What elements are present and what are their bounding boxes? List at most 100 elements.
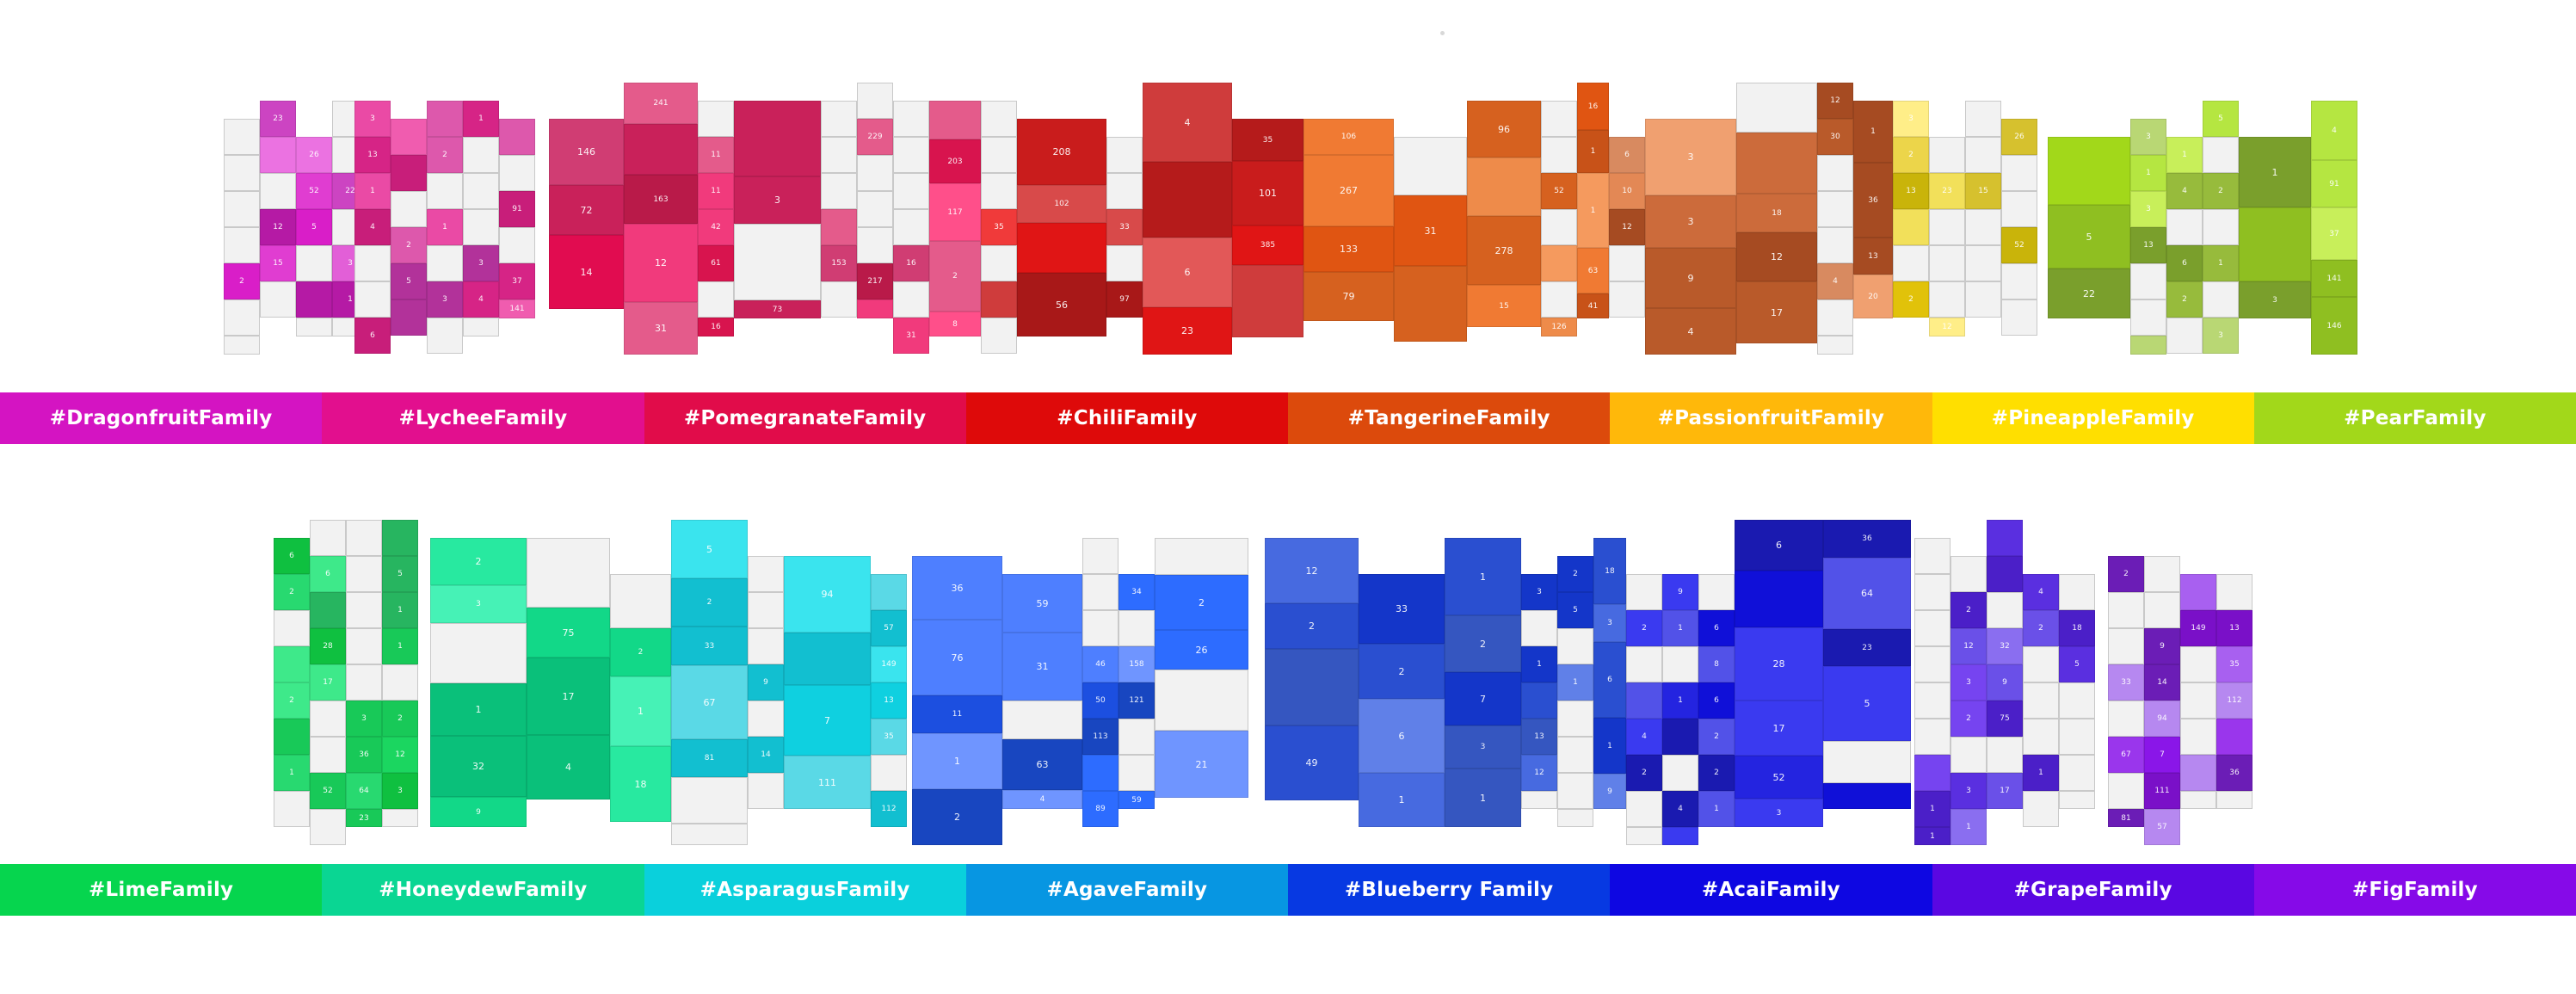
lime-member-tile: 52	[310, 773, 346, 809]
blueberry-member-tile: 1	[1445, 769, 1521, 827]
tag-asparagus-family[interactable]: #AsparagusFamily	[644, 864, 966, 916]
pear-empty-slot	[2130, 263, 2166, 299]
asparagus-empty-slot	[748, 592, 784, 628]
acai-empty-slot	[1823, 741, 1911, 783]
asparagus-member-tile	[871, 574, 907, 610]
chili-member-tile	[981, 281, 1017, 318]
chili-member-tile	[1232, 265, 1303, 337]
tag-tangerine-family[interactable]: #TangerineFamily	[1288, 392, 1611, 444]
fig-member-tile: 33	[2108, 664, 2144, 701]
tag-chili-family[interactable]: #ChiliFamily	[965, 392, 1288, 444]
pear-member-tile: 5	[2203, 101, 2239, 137]
blueberry-member-tile: 3	[1521, 574, 1557, 610]
agave-empty-slot	[1082, 574, 1119, 610]
blueberry-member-tile: 5	[1557, 592, 1593, 628]
dragonfruit-member-tile: 52	[296, 173, 332, 209]
acai-empty-slot	[1698, 574, 1735, 610]
grape-empty-slot	[2059, 682, 2095, 719]
acai-member-tile	[1626, 682, 1662, 719]
grape-member-tile: 1	[1950, 809, 1987, 845]
pear-member-tile: 2	[2203, 173, 2239, 209]
lime-empty-slot	[346, 664, 382, 701]
pineapple-member-tile: 26	[2001, 119, 2037, 155]
chili-member-tile	[1143, 162, 1232, 238]
honeydew-member-tile: 18	[610, 746, 671, 822]
tag-pineapple-family[interactable]: #PineappleFamily	[1932, 392, 2254, 444]
blueberry-empty-slot	[1521, 610, 1557, 646]
agave-member-tile: 21	[1155, 731, 1248, 798]
blueberry-member-tile: 1	[1521, 646, 1557, 682]
acai-member-tile: 4	[1662, 791, 1698, 827]
tag-lychee-family[interactable]: #LycheeFamily	[322, 392, 644, 444]
honeydew-member-tile: 3	[430, 585, 527, 623]
tag-lime-family[interactable]: #LimeFamily	[0, 864, 323, 916]
tag-agave-family[interactable]: #AgaveFamily	[965, 864, 1288, 916]
acai-empty-slot	[1662, 755, 1698, 791]
fig-empty-slot	[2108, 701, 2144, 737]
dragonfruit-member-tile	[296, 281, 332, 318]
tag-honeydew-family[interactable]: #HoneydewFamily	[322, 864, 644, 916]
pomegranate-member-tile: 12	[624, 224, 698, 302]
blueberry-member-tile: 1	[1445, 538, 1521, 615]
grape-member-tile: 32	[1987, 628, 2023, 664]
chili-member-tile: 385	[1232, 225, 1303, 265]
fig-empty-slot	[2108, 773, 2144, 809]
acai-member-tile: 6	[1735, 520, 1823, 571]
pear-empty-slot	[2166, 318, 2203, 354]
bottom-family-banner: #LimeFamily #HoneydewFamily #AsparagusFa…	[0, 864, 2576, 916]
tag-grape-family[interactable]: #GrapeFamily	[1932, 864, 2254, 916]
grape-member-tile	[1987, 520, 2023, 556]
tag-passionfruit-family[interactable]: #PassionfruitFamily	[1610, 392, 1932, 444]
asparagus-empty-slot	[748, 556, 784, 592]
fig-member-tile: 57	[2144, 809, 2180, 845]
blueberry-empty-slot	[1557, 628, 1593, 664]
pineapple-empty-slot	[1929, 245, 1965, 281]
chili-member-tile: 35	[981, 209, 1017, 245]
pear-member-tile: 22	[2048, 269, 2130, 318]
pear-empty-slot	[2130, 299, 2166, 336]
top-family-banner: #DragonfruitFamily #LycheeFamily #Pomegr…	[0, 392, 2576, 444]
passionfruit-member-tile: 9	[1645, 248, 1736, 308]
acai-member-tile: 36	[1823, 520, 1911, 558]
tangerine-member-tile: 31	[1394, 195, 1467, 266]
lime-member-tile: 23	[346, 809, 382, 827]
grape-empty-slot	[2059, 755, 2095, 791]
lime-member-tile: 2	[274, 682, 310, 719]
pear-member-tile: 4	[2166, 173, 2203, 209]
fig-empty-slot	[2216, 791, 2252, 809]
lime-empty-slot	[382, 809, 418, 827]
tag-pear-family[interactable]: #PearFamily	[2253, 392, 2576, 444]
fig-empty-slot	[2180, 719, 2216, 755]
grape-empty-slot	[2059, 574, 2095, 610]
fig-member-tile: 149	[2180, 610, 2216, 646]
tangerine-member-tile: 52	[1541, 173, 1577, 209]
grape-member-tile: 1	[1914, 791, 1950, 827]
pineapple-empty-slot	[1929, 281, 1965, 318]
pomegranate-member-tile: 229	[857, 119, 893, 155]
pear-member-tile: 37	[2311, 207, 2357, 260]
tag-fig-family[interactable]: #FigFamily	[2253, 864, 2576, 916]
pear-member-tile: 146	[2311, 297, 2357, 355]
tangerine-member-tile: 63	[1577, 248, 1609, 293]
tag-blueberry-family[interactable]: #Blueberry Family	[1288, 864, 1611, 916]
asparagus-empty-slot	[671, 824, 748, 845]
dragonfruit-empty-slot	[224, 155, 260, 191]
pineapple-member-tile: 13	[1893, 173, 1929, 209]
lychee-member-tile: 3	[427, 281, 463, 318]
fig-member-tile	[2180, 755, 2216, 791]
agave-member-tile: 4	[1002, 790, 1082, 809]
tag-acai-family[interactable]: #AcaiFamily	[1610, 864, 1932, 916]
tangerine-member-tile: 79	[1303, 272, 1394, 321]
lime-member-tile: 36	[346, 737, 382, 773]
chili-member-tile: 56	[1017, 273, 1106, 336]
grape-member-tile: 75	[1987, 701, 2023, 737]
tangerine-member-tile: 278	[1467, 216, 1541, 285]
lychee-member-tile: 5	[391, 263, 427, 299]
agave-member-tile: 31	[1002, 633, 1082, 701]
asparagus-member-tile: 67	[671, 665, 748, 739]
tag-pomegranate-family[interactable]: #PomegranateFamily	[644, 392, 966, 444]
tangerine-member-tile: 96	[1467, 101, 1541, 157]
passionfruit-member-tile	[1736, 133, 1817, 194]
asparagus-member-tile: 111	[784, 756, 871, 809]
tag-dragonfruit-family[interactable]: #DragonfruitFamily	[0, 392, 323, 444]
